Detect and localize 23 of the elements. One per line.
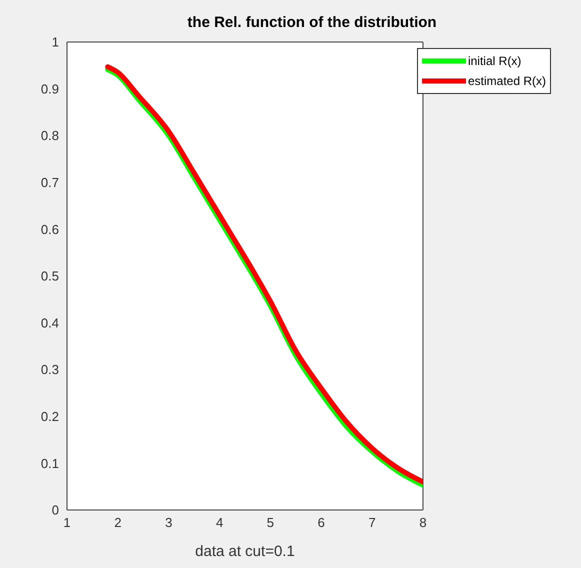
chart-title: the Rel. function of the distribution [186, 14, 438, 31]
legend-label: estimated R(x) [468, 73, 546, 90]
y-tick-label: 0 [52, 502, 59, 518]
legend-label: initial R(x) [468, 53, 522, 70]
y-tick-label: 0.2 [40, 409, 59, 424]
y-tick-label: 0.5 [40, 268, 59, 284]
x-tick-label: 4 [216, 515, 224, 530]
y-tick-label: 0.1 [40, 456, 59, 471]
x-tick-label: 1 [63, 515, 71, 530]
x-tick-label: 6 [318, 515, 325, 530]
y-tick-label: 1 [52, 34, 59, 50]
y-tick-label: 0.9 [40, 81, 59, 96]
y-tick-label: 0.8 [40, 128, 59, 144]
x-axis-title: data at cut=0.1 [195, 543, 295, 560]
x-tick-label: 3 [165, 515, 172, 530]
y-tick-label: 0.4 [40, 315, 59, 330]
y-tick-label: 0.3 [40, 362, 59, 378]
y-tick-label: 0.6 [40, 222, 59, 237]
x-tick-label: 7 [368, 515, 376, 530]
x-tick-label: 8 [419, 515, 427, 530]
y-tick-label: 0.7 [40, 175, 59, 190]
x-tick-label: 5 [266, 515, 274, 530]
x-tick-label: 2 [114, 515, 122, 530]
